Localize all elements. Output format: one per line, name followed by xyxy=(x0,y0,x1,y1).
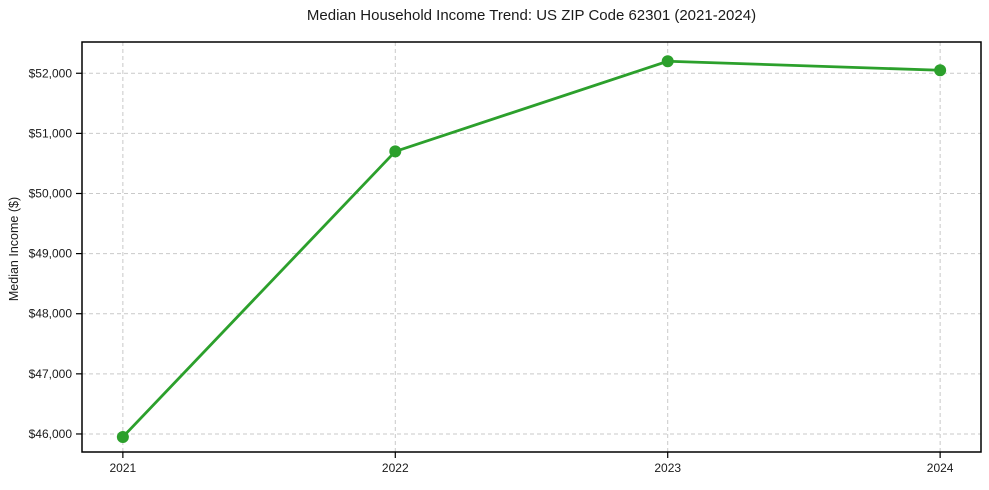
x-tick-label: 2021 xyxy=(110,461,137,475)
y-tick-label: $46,000 xyxy=(29,427,73,441)
y-tick-label: $50,000 xyxy=(29,186,73,200)
y-tick-label: $51,000 xyxy=(29,126,73,140)
y-tick-label: $49,000 xyxy=(29,247,73,261)
gridlines-layer xyxy=(82,42,981,452)
y-tick-label: $47,000 xyxy=(29,367,73,381)
x-tick-label: 2023 xyxy=(654,461,681,475)
data-point-2021 xyxy=(116,430,129,443)
data-series-layer xyxy=(116,55,947,443)
data-point-2022 xyxy=(389,145,402,158)
y-axis-label-text: Median Income ($) xyxy=(7,196,21,302)
x-tick-label: 2022 xyxy=(382,461,409,475)
axes-layer: $46,000 $47,000 $48,000 $49,000 $50,000 $51,0… xyxy=(29,41,982,475)
data-point-2023 xyxy=(661,55,674,68)
chart-title: Median Household Income Trend: US ZIP Co… xyxy=(306,7,757,24)
plot-border xyxy=(81,41,982,453)
y-tick-label: $48,000 xyxy=(29,307,73,321)
y-tick-label: $52,000 xyxy=(29,66,73,80)
data-point-2024 xyxy=(934,64,947,77)
trend-line xyxy=(121,59,942,439)
x-tick-label: 2024 xyxy=(927,461,954,475)
